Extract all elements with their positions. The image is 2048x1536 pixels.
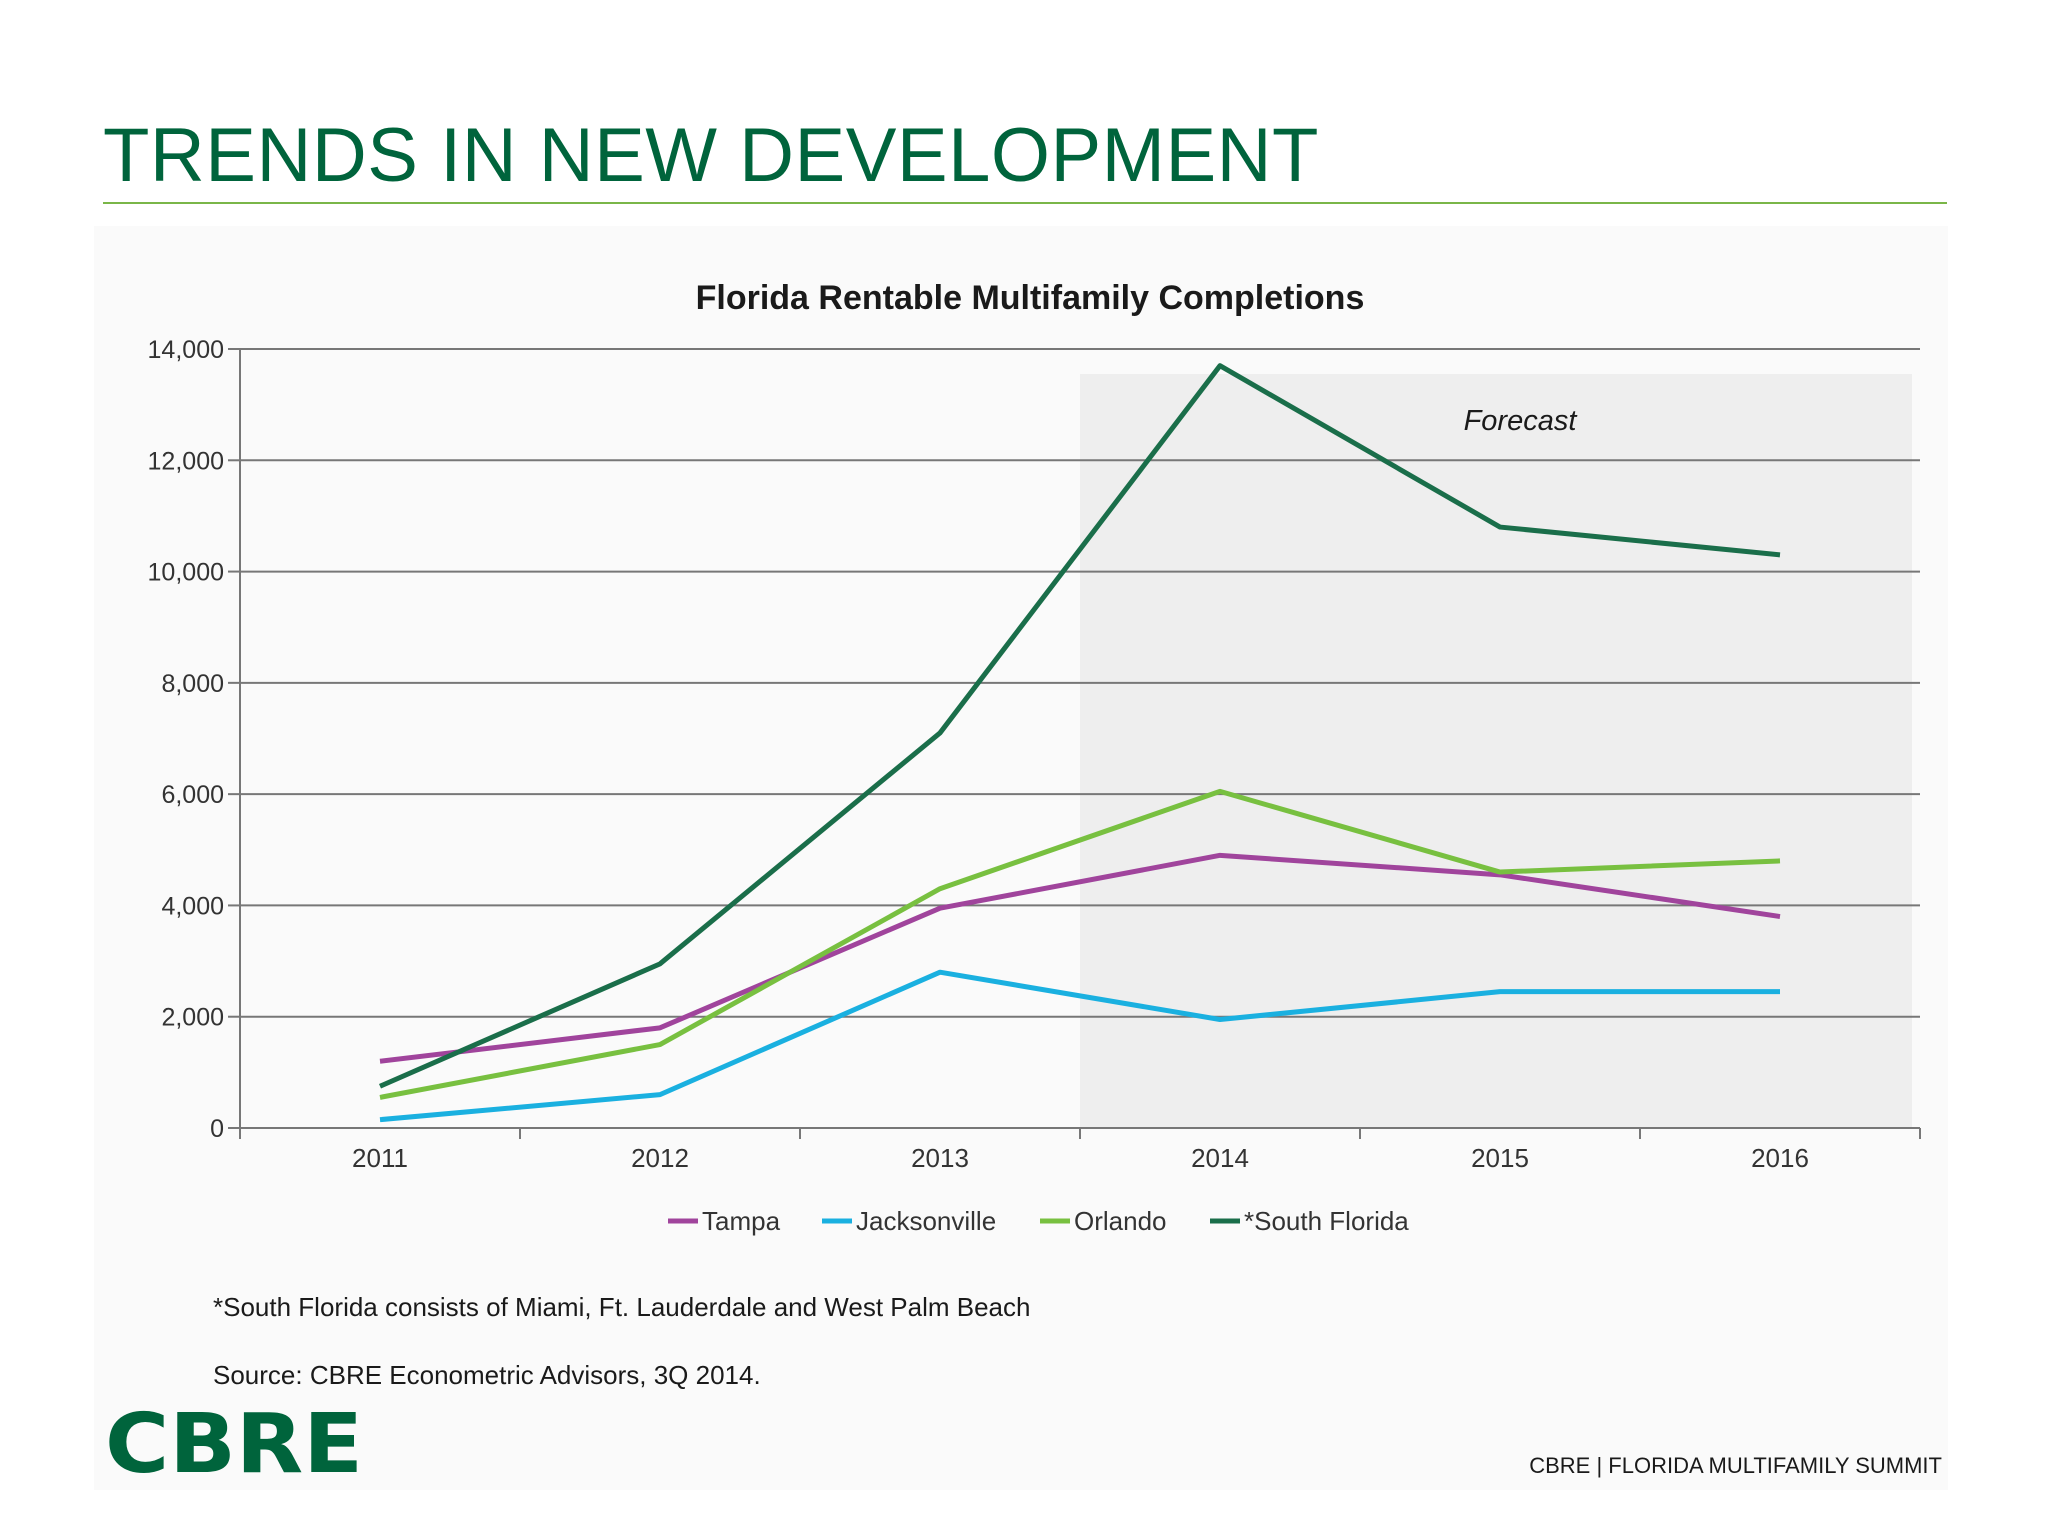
- x-tick-label: 2011: [352, 1143, 408, 1173]
- svg-text:CBRE: CBRE: [105, 1408, 363, 1478]
- footer-text: CBRE | FLORIDA MULTIFAMILY SUMMIT: [1529, 1453, 1942, 1478]
- cbre-logo: CBRE: [105, 1408, 363, 1478]
- y-tick-label: 10,000: [148, 559, 224, 587]
- title-rule: [103, 202, 1947, 204]
- x-tick-label: 2016: [1751, 1143, 1809, 1173]
- footnote: *South Florida consists of Miami, Ft. La…: [213, 1292, 1031, 1322]
- series-line-south-florida: [378, 363, 1781, 1089]
- chart-title: Florida Rentable Multifamily Completions: [696, 279, 1365, 317]
- series-line-tampa: [379, 852, 1781, 1064]
- legend-label-jacksonville: Jacksonville: [856, 1206, 996, 1236]
- y-tick-label: 14,000: [148, 336, 224, 364]
- legend-label-south-florida: *South Florida: [1244, 1206, 1409, 1236]
- y-tick-label: 0: [210, 1115, 224, 1143]
- forecast-label: Forecast: [1464, 405, 1579, 437]
- y-tick-label: 4,000: [161, 892, 224, 920]
- slide-title: TRENDS IN NEW DEVELOPMENT: [103, 113, 1319, 198]
- y-tick-label: 12,000: [148, 447, 224, 475]
- y-tick-label: 8,000: [161, 670, 224, 698]
- series-line-jacksonville: [379, 969, 1780, 1123]
- series-line-orlando: [379, 788, 1781, 1100]
- legend-label-orlando: Orlando: [1074, 1206, 1167, 1236]
- forecast-region: [1080, 374, 1912, 1128]
- y-tick-label: 2,000: [161, 1004, 224, 1032]
- x-tick-label: 2015: [1471, 1143, 1529, 1173]
- x-tick-label: 2014: [1191, 1143, 1249, 1173]
- y-tick-label: 6,000: [161, 781, 224, 809]
- legend-label-tampa: Tampa: [702, 1206, 781, 1236]
- x-tick-label: 2013: [911, 1143, 969, 1173]
- x-tick-label: 2012: [631, 1143, 689, 1173]
- source-note: Source: CBRE Econometric Advisors, 3Q 20…: [213, 1360, 761, 1390]
